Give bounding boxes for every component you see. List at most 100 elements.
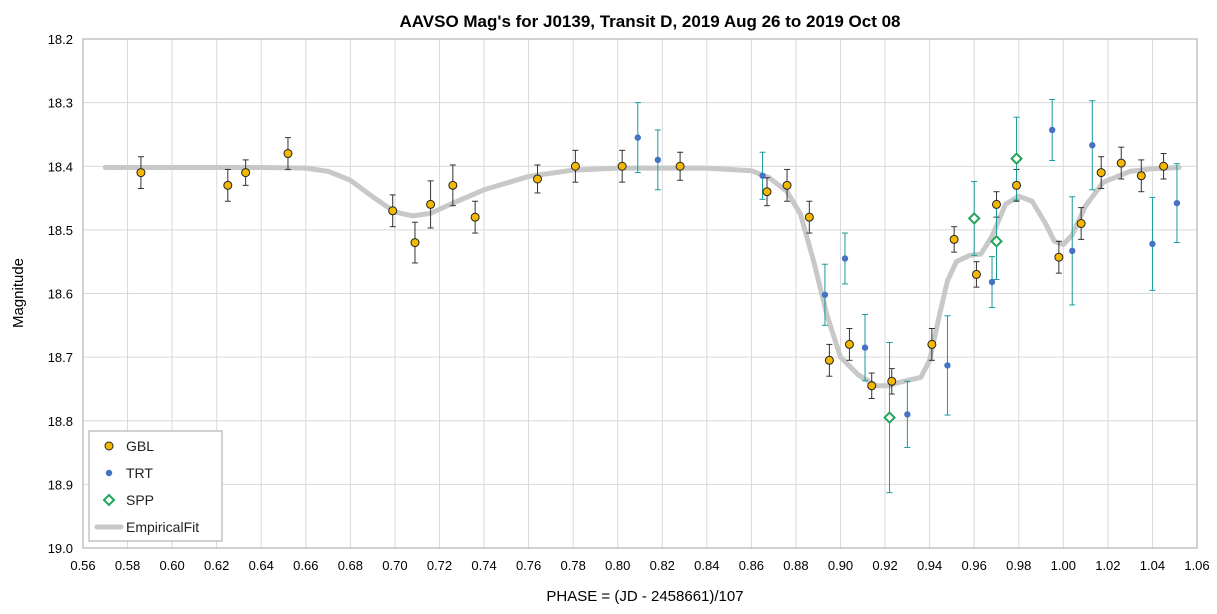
data-point-gbl (927, 339, 937, 349)
data-point-spp (967, 212, 981, 225)
data-point-trt (759, 172, 766, 179)
data-point-gbl (971, 269, 981, 279)
data-point-gbl (1096, 168, 1106, 178)
data-point-trt (1089, 142, 1096, 149)
y-axis-ticks: 18.2 18.3 18.4 18.5 18.6 18.7 18.8 18.9 19.0 (48, 32, 73, 556)
y-tick-label: 18.2 (48, 32, 73, 47)
data-point-gbl (1136, 171, 1146, 181)
data-point-trt (944, 362, 951, 369)
data-point-trt (904, 411, 911, 418)
data-point-gbl (887, 376, 897, 386)
legend-label: EmpiricalFit (126, 519, 199, 535)
x-tick-label: 0.72 (427, 558, 452, 573)
data-point-gbl (136, 168, 146, 178)
data-point-trt (654, 156, 662, 164)
y-tick-label: 18.9 (48, 477, 73, 492)
data-point-gbl (949, 234, 959, 244)
data-point-gbl (533, 174, 543, 184)
legend-swatch (105, 469, 113, 477)
y-tick-label: 18.6 (48, 287, 73, 302)
x-tick-label: 0.76 (516, 558, 541, 573)
x-tick-label: 0.98 (1006, 558, 1031, 573)
x-tick-label: 0.66 (293, 558, 318, 573)
x-tick-label: 0.70 (382, 558, 407, 573)
x-tick-label: 0.78 (561, 558, 586, 573)
grid-lines (82, 38, 1198, 549)
data-point-gbl (426, 199, 436, 209)
legend-swatch (104, 441, 114, 451)
data-point-gbl (570, 161, 580, 171)
legend-items: GBL TRT SPP EmpiricalFit (94, 438, 199, 535)
data-point-gbl (1054, 252, 1064, 262)
legend: GBL TRT SPP EmpiricalFit (88, 430, 223, 542)
x-tick-label: 0.86 (739, 558, 764, 573)
data-point-gbl (782, 180, 792, 190)
x-tick-label: 1.06 (1184, 558, 1209, 573)
data-point-trt (1173, 199, 1181, 207)
legend-item-spp: SPP (102, 492, 154, 508)
y-tick-label: 19.0 (48, 541, 73, 556)
data-point-gbl (1012, 180, 1022, 190)
data-point-gbl (1159, 161, 1169, 171)
x-axis-ticks: 0.56 0.58 0.60 0.62 0.64 0.66 0.68 0.70 0.72 0.74… (70, 558, 1209, 573)
data-point-trt (634, 134, 641, 141)
data-point-trt (1149, 240, 1156, 248)
y-tick-label: 18.7 (48, 350, 73, 365)
legend-item-trt: TRT (105, 465, 153, 481)
x-tick-label: 1.02 (1095, 558, 1120, 573)
y-tick-label: 18.4 (48, 159, 73, 174)
legend-label: GBL (126, 438, 154, 454)
data-point-gbl (448, 180, 458, 190)
x-tick-label: 0.92 (872, 558, 897, 573)
data-point-spp (883, 411, 896, 424)
data-point-gbl (388, 206, 398, 216)
x-tick-label: 0.80 (605, 558, 630, 573)
data-point-gbl (470, 212, 480, 222)
x-tick-label: 0.60 (159, 558, 184, 573)
data-point-gbl (804, 212, 814, 222)
data-point-trt (1048, 126, 1056, 134)
x-tick-label: 0.62 (204, 558, 229, 573)
x-tick-label: 1.04 (1140, 558, 1165, 573)
data-point-trt (1069, 247, 1076, 255)
data-point-gbl (1076, 219, 1086, 229)
x-tick-label: 0.94 (917, 558, 942, 573)
x-tick-label: 0.82 (650, 558, 675, 573)
y-axis-title: Magnitude (10, 258, 27, 328)
data-point-gbl (223, 180, 233, 190)
x-tick-label: 0.96 (962, 558, 987, 573)
data-point-gbl (1116, 158, 1126, 168)
x-tick-label: 0.90 (828, 558, 853, 573)
y-tick-label: 18.8 (48, 414, 73, 429)
legend-swatch (102, 493, 116, 507)
data-point-trt (861, 344, 869, 351)
data-point-gbl (991, 199, 1001, 209)
data-point-spp (1010, 152, 1023, 166)
x-tick-label: 0.58 (115, 558, 140, 573)
x-axis-title: PHASE = (JD - 2458661)/107 (546, 588, 743, 605)
data-point-gbl (241, 168, 251, 178)
y-tick-label: 18.3 (48, 96, 73, 111)
data-point-gbl (844, 339, 854, 349)
data-point-gbl (283, 149, 293, 159)
data-point-trt (841, 255, 849, 262)
data-point-gbl (867, 381, 877, 391)
x-tick-label: 0.84 (694, 558, 719, 573)
y-tick-label: 18.5 (48, 223, 73, 238)
legend-item-empiricalfit: EmpiricalFit (94, 519, 199, 535)
data-point-trt (821, 291, 829, 298)
legend-item-gbl: GBL (104, 438, 154, 454)
x-tick-label: 1.00 (1051, 558, 1076, 573)
x-tick-label: 0.64 (249, 558, 274, 573)
data-markers (136, 126, 1181, 424)
legend-label: SPP (126, 492, 154, 508)
data-point-spp (990, 234, 1003, 248)
data-point-gbl (410, 238, 420, 248)
data-point-gbl (617, 161, 627, 171)
x-tick-label: 0.68 (338, 558, 363, 573)
x-tick-label: 0.56 (70, 558, 95, 573)
data-point-gbl (824, 355, 834, 365)
data-point-gbl (675, 161, 685, 171)
chart-title: AAVSO Mag's for J0139, Transit D, 2019 A… (399, 12, 900, 31)
